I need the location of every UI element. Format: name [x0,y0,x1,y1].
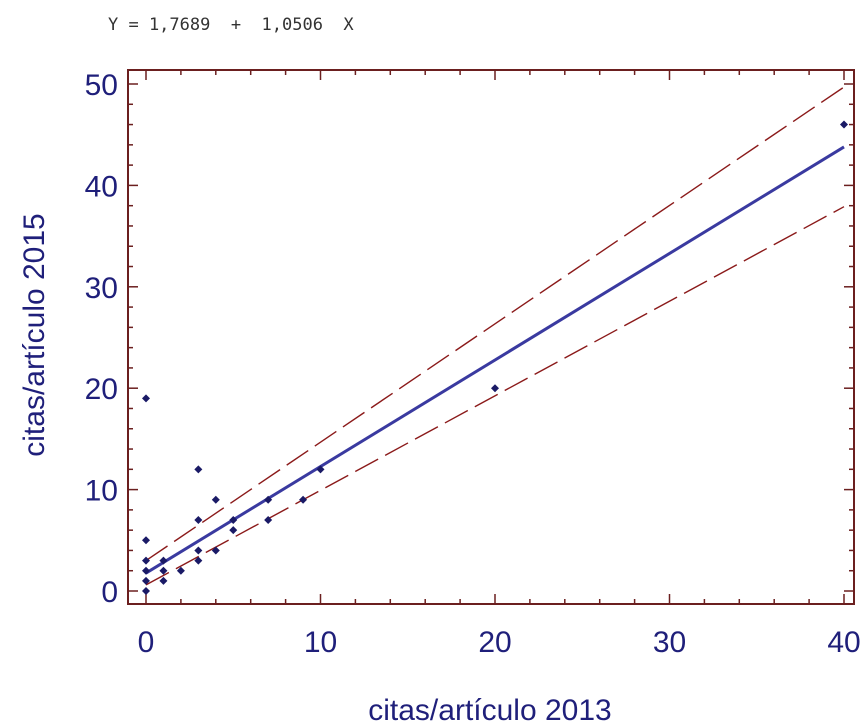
x-tick-label: 20 [478,626,511,659]
data-point [840,120,848,129]
data-point [264,516,273,525]
confidence-band [145,86,845,586]
data-point [194,465,203,474]
lower-confidence-line [145,206,845,586]
data-point [491,384,499,393]
data-point [159,576,168,585]
data-point [264,495,273,504]
y-tick-label: 20 [85,373,118,406]
x-axis-label: citas/artículo 2013 [368,694,611,727]
y-tick-label: 0 [101,576,118,609]
data-point [142,576,150,585]
x-tick-labels: 0 10 20 30 40 [138,626,861,659]
y-axis-label: citas/artículo 2015 [18,213,51,456]
data-point [142,536,150,545]
y-tick-label: 10 [85,475,118,508]
x-tick-label: 40 [827,626,860,659]
data-point [142,556,150,565]
regression-line [145,145,845,575]
data-point [159,556,168,565]
data-point [194,516,203,525]
plot-frame [127,69,855,605]
upper-confidence-line [145,86,845,562]
data-point [229,526,238,535]
y-tick-label: 30 [85,272,118,305]
fit-line-group [145,145,845,575]
data-point [229,516,238,525]
data-point [194,556,203,565]
data-points [142,120,848,595]
data-point [142,587,150,595]
data-point [176,566,185,575]
y-tick-label: 40 [85,170,118,203]
data-point [159,566,168,575]
data-point [142,566,150,575]
y-tick-labels: 0 10 20 30 40 50 [85,69,118,609]
data-point [211,495,220,504]
x-tick-label: 30 [653,626,686,659]
data-point [299,495,308,504]
data-point [211,546,220,555]
regression-equation: Y = 1,7689 + 1,0506 X [108,15,354,35]
x-tick-label: 0 [138,626,155,659]
x-tick-label: 10 [304,626,337,659]
data-point [194,546,203,555]
data-point [316,465,325,474]
axis-ticks [128,70,854,604]
data-point [142,394,150,403]
y-tick-label: 50 [85,69,118,102]
